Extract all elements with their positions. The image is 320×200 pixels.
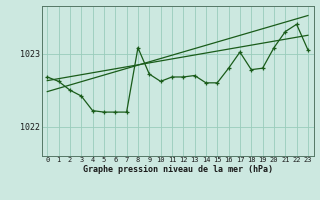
X-axis label: Graphe pression niveau de la mer (hPa): Graphe pression niveau de la mer (hPa) — [83, 165, 273, 174]
